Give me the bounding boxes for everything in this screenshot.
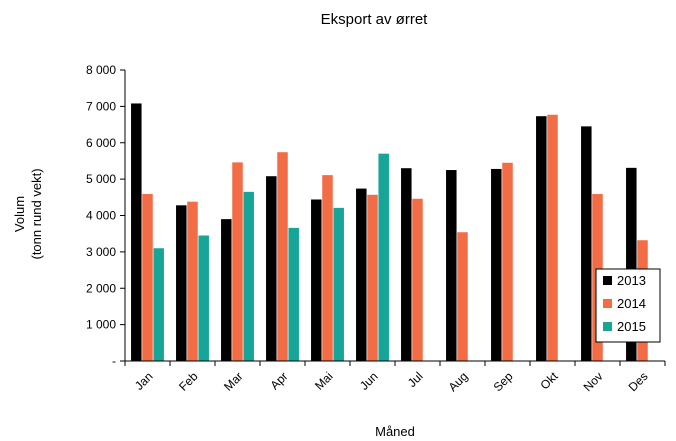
bar-2015-jun [378, 153, 389, 361]
x-tick-label-mar: Mar [221, 369, 246, 394]
bar-2015-mar [243, 191, 254, 361]
legend-swatch-2013 [603, 276, 612, 285]
bar-2013-nov [581, 126, 592, 361]
chart-title: Eksport av ørret [321, 11, 429, 28]
x-tick-label-jan: Jan [132, 369, 156, 393]
x-tick-label-okt: Okt [538, 369, 562, 393]
bar-2014-mai [322, 175, 333, 361]
x-tick-label-des: Des [626, 369, 651, 394]
bar-2014-mar [232, 162, 243, 361]
y-tick-label: 6 000 [86, 136, 116, 150]
legend-swatch-2015 [603, 322, 612, 331]
bar-2014-jan [142, 194, 153, 361]
y-tick-label: 3 000 [86, 245, 116, 259]
bar-2013-mar [221, 219, 232, 361]
x-tick-label-nov: Nov [581, 369, 606, 394]
y-tick-label: 2 000 [86, 281, 116, 295]
y-tick-label: 5 000 [86, 172, 116, 186]
bar-2015-feb [198, 235, 209, 361]
y-axis-title-line-2: (tonn rund vekt) [29, 168, 44, 259]
bar-2014-aug [457, 232, 468, 361]
y-axis-title: Volum (tonn rund vekt) [12, 168, 44, 259]
bar-2013-okt [536, 116, 547, 361]
bar-2013-des [626, 167, 637, 361]
x-tick-label-jun: Jun [357, 369, 381, 393]
bar-2014-feb [187, 201, 198, 361]
x-tick-label-sep: Sep [491, 369, 516, 394]
legend: 2013 2014 2015 [595, 268, 661, 343]
bar-2013-feb [176, 205, 187, 361]
bar-2013-mai [311, 199, 322, 361]
plot-area: - 1 000 2 000 3 000 4 000 5 000 6 000 7 000 8 00… [86, 63, 666, 394]
x-tick-label-feb: Feb [176, 369, 201, 394]
y-tick-label: 8 000 [86, 63, 116, 77]
legend-swatch-2014 [603, 299, 612, 308]
bar-2013-jan [131, 103, 142, 361]
legend-label-2013: 2013 [617, 273, 646, 288]
y-tick-label: 4 000 [86, 209, 116, 223]
y-tick-label: 1 000 [86, 318, 116, 332]
x-axis-title: Måned [375, 424, 415, 439]
legend-label-2014: 2014 [617, 296, 646, 311]
y-tick-label: 7 000 [86, 99, 116, 113]
bar-2013-aug [446, 170, 457, 361]
bar-2015-jan [153, 248, 164, 361]
y-axis-title-line-1: Volum [12, 196, 27, 232]
bar-2013-jun [356, 188, 367, 361]
bar-2013-jul [401, 168, 412, 361]
bar-2014-jul [412, 198, 423, 361]
bar-2013-sep [491, 168, 502, 361]
bar-2013-apr [266, 176, 277, 361]
bar-2015-mai [333, 207, 344, 361]
bar-2014-okt [547, 114, 558, 362]
x-tick-label-aug: Aug [446, 369, 471, 394]
y-tick-label: - [112, 354, 116, 368]
legend-label-2015: 2015 [617, 319, 646, 334]
bar-2015-apr [288, 227, 299, 361]
bar-2014-jun [367, 194, 378, 361]
x-tick-label-apr: Apr [268, 369, 291, 392]
x-tick-label-mai: Mai [312, 369, 336, 393]
x-tick-label-jul: Jul [405, 369, 426, 390]
bar-2014-apr [277, 152, 288, 361]
bar-2014-sep [502, 162, 513, 361]
